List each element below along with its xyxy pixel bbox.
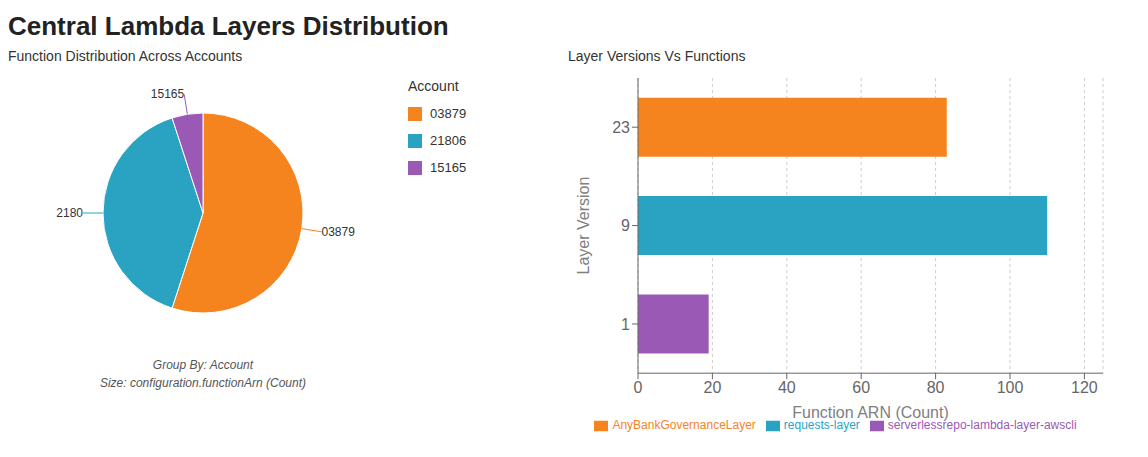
- svg-text:2180: 2180: [56, 206, 83, 220]
- html-text:Size: configuration.functionAr: Size: configuration.functionArn (Count): [99, 376, 306, 390]
- svg-text:1: 1: [621, 316, 630, 333]
- svg-text:20: 20: [704, 379, 722, 396]
- svg-text:80: 80: [927, 379, 945, 396]
- html-text:Account: Account: [408, 78, 459, 94]
- svg-text:Layer Version: Layer Version: [575, 177, 592, 275]
- svg-text:23: 23: [612, 119, 630, 136]
- html-text:21806: 21806: [430, 133, 467, 148]
- svg-text:15165: 15165: [151, 87, 185, 101]
- html-text:Central Lambda Layers Distribu: Central Lambda Layers Distribution: [8, 11, 449, 41]
- html-text:requests-layer: requests-layer: [783, 418, 860, 433]
- svg-text:Function ARN (Count): Function ARN (Count): [792, 404, 949, 421]
- html-text:Group By: Account: Group By: Account: [152, 358, 254, 372]
- svg-text:40: 40: [778, 379, 796, 396]
- svg-text:120: 120: [1071, 379, 1098, 396]
- html-text:serverlessrepo-lambda-layer-aw: serverlessrepo-lambda-layer-awscli: [887, 418, 1077, 433]
- html-text:Function Distribution Across A: Function Distribution Across Accounts: [8, 48, 243, 64]
- html-text:Layer Versions Vs Functions: Layer Versions Vs Functions: [568, 48, 746, 64]
- svg-text:03879: 03879: [322, 225, 356, 239]
- svg-text:0: 0: [634, 379, 643, 396]
- svg-text:100: 100: [997, 379, 1024, 396]
- svg-text:60: 60: [852, 379, 870, 396]
- html-text:03879: 03879: [430, 106, 467, 121]
- svg-text:9: 9: [621, 217, 630, 234]
- html-text:AnyBankGovernanceLayer: AnyBankGovernanceLayer: [612, 418, 756, 433]
- html-text:15165: 15165: [430, 160, 467, 175]
